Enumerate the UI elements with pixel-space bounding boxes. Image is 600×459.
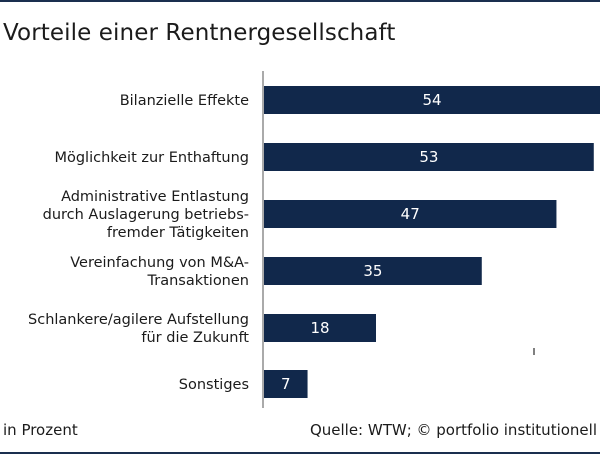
bar-3 [264,200,557,228]
value-label-1: 54 [422,91,441,109]
unit-note: in Prozent [3,421,78,439]
bar-2 [264,143,594,171]
value-label-2: 53 [419,148,438,166]
value-label-3: 47 [401,205,420,223]
bar-5 [264,314,376,342]
category-label-3-line-1: Administrative Entlastung [61,189,249,205]
category-label-2-line-1: Möglichkeit zur Enthaftung [54,150,249,166]
category-label-5-line-2: für die Zukunft [141,330,249,346]
bar-1 [264,86,600,114]
source-note: Quelle: WTW; © portfolio institutionell [309,421,597,439]
bar-6 [264,370,308,398]
category-label-3-line-2: durch Auslagerung betriebs- [43,207,249,223]
category-label-3-line-3: fremder Tätigkeiten [107,225,249,241]
value-label-6: 7 [281,375,291,393]
category-label-1-line-1: Bilanzielle Effekte [120,93,249,109]
value-label-4: 35 [363,262,382,280]
category-label-5-line-1: Schlankere/agilere Aufstellung [28,312,249,328]
top-rule [0,0,600,2]
chart-title: Vorteile einer Rentnergesellschaft [3,20,396,46]
bar-4 [264,257,482,285]
bottom-rule [0,452,600,454]
category-label-4-line-1: Vereinfachung von M&A- [70,255,249,271]
category-label-6-line-1: Sonstiges [179,377,249,393]
value-label-5: 18 [310,319,329,337]
category-label-4-line-2: Transaktionen [147,273,250,289]
